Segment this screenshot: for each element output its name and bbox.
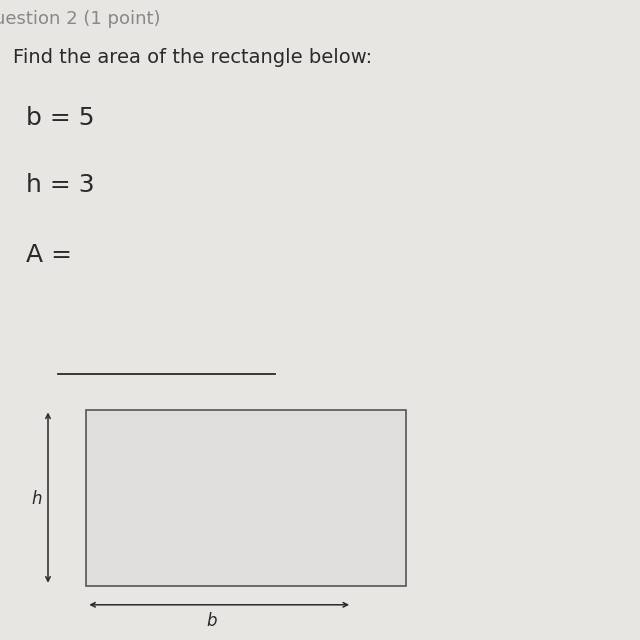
Text: b: b [206,612,216,630]
Text: b = 5: b = 5 [26,106,94,130]
Text: uestion 2 (1 point): uestion 2 (1 point) [0,10,160,28]
Text: A =: A = [26,243,79,268]
Text: h: h [32,490,42,508]
Text: Find the area of the rectangle below:: Find the area of the rectangle below: [13,48,372,67]
Bar [86,410,406,586]
Text: h = 3: h = 3 [26,173,94,197]
